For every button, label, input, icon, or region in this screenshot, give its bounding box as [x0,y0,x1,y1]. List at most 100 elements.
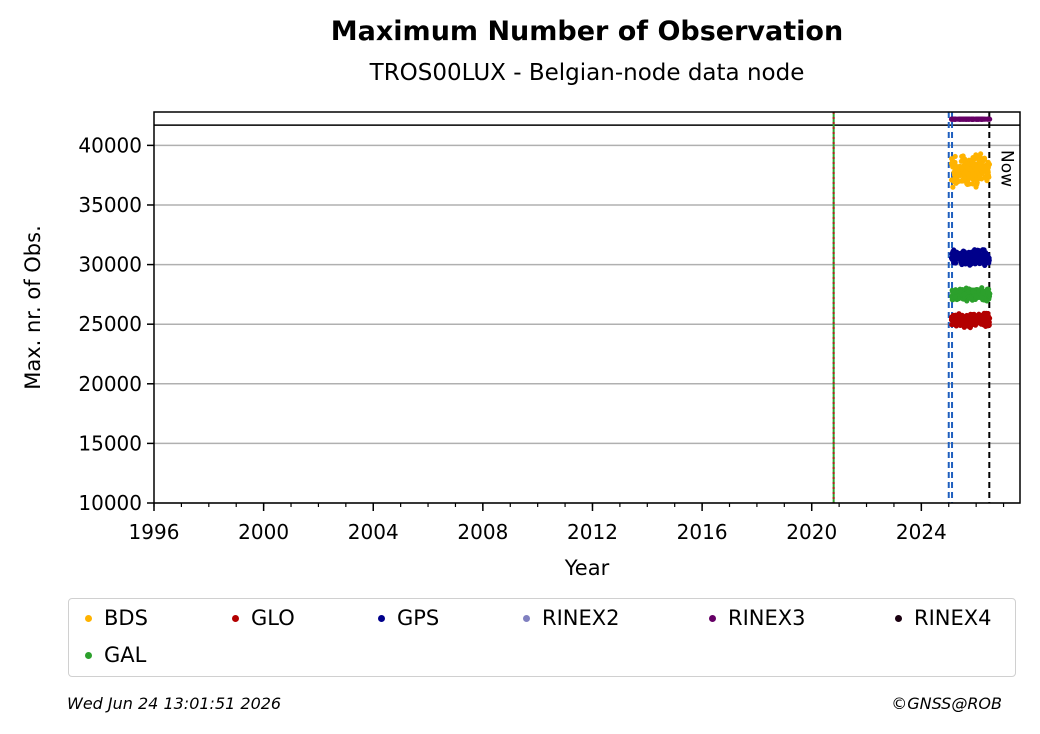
data-point-bds [973,176,979,183]
data-point-gps [966,260,973,266]
y-tick-label: 20000 [78,372,142,396]
legend-label: GLO [251,606,295,630]
data-point-glo [969,318,975,324]
data-point-bds [960,177,966,183]
data-point-glo [953,323,959,329]
data-point-bds [951,179,957,185]
data-point-bds [981,164,987,171]
legend-label: GPS [397,606,440,630]
data-point-gal [961,291,967,298]
data-point-gal [980,289,986,295]
legend-label: RINEX3 [728,606,806,630]
data-point-rinex3 [984,116,990,122]
data-point-bds [970,181,976,187]
x-tick-label: 2016 [677,520,728,544]
data-point-bds [964,170,971,177]
data-point-gps [959,256,965,262]
legend-label: RINEX2 [542,606,620,630]
data-point-bds [965,161,971,167]
data-point-bds [974,181,980,187]
x-tick-label: 2024 [896,520,947,544]
data-point-glo [967,324,973,331]
data-point-glo [985,320,991,326]
legend-label: GAL [104,643,147,667]
data-point-gal [979,295,985,301]
data-point-glo [981,310,987,317]
data-point-glo [980,322,987,328]
legend-item-gps: GPS [378,605,439,631]
legend: BDS GLO GPS RINEX2 RINEX3 RINEX4 GAL [68,598,1016,677]
legend-marker [378,614,385,622]
legend-marker [523,614,530,622]
y-tick-label: 30000 [78,253,142,277]
legend-item-rinex2: RINEX2 [523,605,620,631]
legend-label: BDS [104,606,148,630]
data-point-gal [952,294,958,300]
legend-item-rinex3: RINEX3 [709,605,806,631]
data-point-bds [978,151,984,157]
data-point-bds [973,166,980,172]
legend-marker [85,651,92,659]
legend-label: RINEX4 [914,606,992,630]
y-tick-label: 10000 [78,491,142,515]
data-point-gps [979,256,985,262]
legend-item-gal: GAL [85,642,146,668]
legend-item-rinex4: RINEX4 [895,605,992,631]
data-point-bds [960,153,966,159]
legend-marker [85,614,92,622]
data-point-glo [984,316,990,322]
data-point-bds [965,175,972,182]
chart-title: Maximum Number of Observation [330,16,844,47]
data-point-glo [972,322,979,328]
data-point-bds [983,170,990,176]
x-tick-label: 1996 [129,520,180,544]
data-point-rinex3 [948,116,955,122]
legend-marker [709,614,716,622]
data-point-rinex3 [975,116,981,122]
data-point-rinex3 [952,116,958,122]
data-point-gal [973,293,979,299]
x-tick-label: 2008 [457,520,508,544]
data-point-bds [966,166,972,172]
data-point-glo [949,315,955,321]
data-point-gps [975,249,982,255]
data-point-gps [968,252,974,258]
data-point-bds [985,159,991,165]
legend-item-glo: GLO [232,605,295,631]
y-tick-label: 40000 [78,133,142,157]
data-point-bds [953,164,960,170]
data-point-gal [953,288,959,295]
chart-plot: 10000 15000 20000 25000 30000 35000 40000 1996 2… [21,111,1021,580]
data-point-bds [952,159,958,165]
plot-frame [153,111,1021,504]
data-point-bds [952,172,958,178]
data-point-bds [958,158,964,164]
data-point-bds [974,155,981,162]
data-point-bds [961,171,967,177]
data-point-gal [968,295,974,301]
data-point-glo [959,318,965,325]
y-tick-label: 15000 [78,431,142,455]
footer-credit: ©GNSS@ROB [891,694,1002,713]
chart-subtitle: TROS00LUX - Belgian-node data node [369,60,805,86]
y-tick-label: 25000 [78,312,142,336]
data-point-bds [958,164,965,170]
data-point-gps [972,259,978,265]
data-point-gps [981,247,987,253]
data-point-bds [984,177,990,184]
data-point-gps [948,255,955,261]
data-point-glo [973,316,979,322]
legend-marker [895,614,902,622]
legend-item-bds: BDS [85,605,148,631]
y-axis-label: Max. nr. of Obs. [21,225,45,390]
data-point-rinex3 [978,116,985,122]
y-tick-label: 35000 [78,193,142,217]
x-axis-label: Year [564,556,610,580]
x-tick-label: 2000 [238,520,289,544]
data-point-gps [953,249,960,255]
data-point-glo [967,311,974,317]
x-tick-label: 2020 [786,520,837,544]
legend-marker [232,614,239,622]
data-point-glo [950,320,956,327]
data-point-gps [964,256,970,262]
